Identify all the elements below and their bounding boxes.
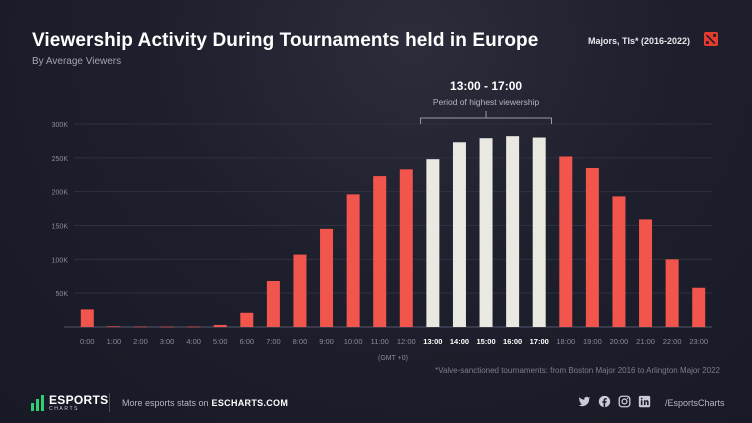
bar-000 bbox=[80, 309, 94, 327]
x-tick-label: 18:00 bbox=[556, 337, 575, 346]
brand-sub: CHARTS bbox=[49, 406, 80, 412]
instagram-icon[interactable] bbox=[618, 395, 631, 408]
x-axis-label: (GMT +0) bbox=[378, 355, 408, 362]
bar-2200 bbox=[665, 259, 679, 327]
bar-1500 bbox=[479, 138, 493, 327]
esports-charts-mark-icon bbox=[31, 395, 44, 411]
dota2-logo-icon bbox=[704, 32, 718, 46]
x-tick-label: 17:00 bbox=[530, 337, 549, 346]
bar-2100 bbox=[639, 219, 653, 327]
bar-800 bbox=[293, 254, 307, 327]
facebook-icon[interactable] bbox=[598, 395, 611, 408]
y-tick-label: 300K bbox=[52, 122, 69, 129]
bar-1200 bbox=[399, 169, 413, 327]
x-tick-label: 12:00 bbox=[397, 337, 416, 346]
bar-1100 bbox=[373, 176, 387, 327]
x-tick-label: 23:00 bbox=[689, 337, 708, 346]
x-tick-label: 9:00 bbox=[319, 337, 334, 346]
bar-1400 bbox=[452, 142, 466, 327]
x-tick-label: 16:00 bbox=[503, 337, 522, 346]
more-stats: More esports stats on ESCHARTS.COM bbox=[122, 398, 288, 408]
y-tick-label: 50K bbox=[56, 291, 69, 298]
x-tick-label: 13:00 bbox=[423, 337, 442, 346]
social-handle[interactable]: /EsportsCharts bbox=[665, 398, 725, 408]
bar-2300 bbox=[692, 287, 706, 327]
scope-label: Majors, TIs* (2016-2022) bbox=[588, 36, 691, 46]
y-tick-label: 200K bbox=[52, 190, 69, 197]
x-tick-label: 14:00 bbox=[450, 337, 469, 346]
x-tick-label: 4:00 bbox=[186, 337, 201, 346]
page-title: Viewership Activity During Tournaments h… bbox=[32, 30, 539, 51]
bar-700 bbox=[266, 280, 280, 327]
x-tick-label: 8:00 bbox=[293, 337, 308, 346]
x-tick-label: 10:00 bbox=[344, 337, 363, 346]
bar-1600 bbox=[506, 136, 520, 327]
bar-chart: 50K 100K 150K 200K 250K 300K 0:00 1:00 2:00 3:00… bbox=[52, 79, 712, 362]
bar-1800 bbox=[559, 156, 573, 327]
x-tick-label: 2:00 bbox=[133, 337, 148, 346]
highlight-bracket bbox=[420, 111, 552, 124]
bar-1300 bbox=[426, 159, 440, 327]
bar-1700 bbox=[532, 137, 546, 327]
x-tick-label: 21:00 bbox=[636, 337, 655, 346]
bar-500 bbox=[213, 324, 227, 327]
escharts-link[interactable]: ESCHARTS.COM bbox=[211, 398, 289, 408]
x-tick-label: 15:00 bbox=[476, 337, 495, 346]
x-tick-label: 22:00 bbox=[663, 337, 682, 346]
x-tick-label: 1:00 bbox=[107, 337, 122, 346]
linkedin-icon[interactable] bbox=[638, 395, 651, 408]
footer: ESPORTS CHARTS More esports stats on ESCH… bbox=[0, 384, 752, 423]
y-tick-label: 150K bbox=[52, 224, 69, 231]
bar-600 bbox=[240, 312, 254, 327]
x-tick-label: 0:00 bbox=[80, 337, 95, 346]
x-tick-label: 20:00 bbox=[610, 337, 629, 346]
twitter-icon[interactable] bbox=[578, 395, 591, 408]
bar-400 bbox=[187, 326, 201, 328]
x-tick-label: 19:00 bbox=[583, 337, 602, 346]
x-tick-label: 7:00 bbox=[266, 337, 281, 346]
x-tick-label: 5:00 bbox=[213, 337, 228, 346]
bar-1000 bbox=[346, 194, 360, 327]
social-links bbox=[578, 395, 658, 408]
bar-900 bbox=[320, 228, 334, 327]
bar-100 bbox=[107, 326, 121, 327]
highlight-caption: Period of highest viewership bbox=[433, 97, 540, 107]
footnote: *Valve-sanctioned tournaments: from Bost… bbox=[435, 366, 720, 375]
bar-300 bbox=[160, 326, 174, 328]
page-subtitle: By Average Viewers bbox=[32, 56, 122, 67]
more-stats-text: More esports stats on bbox=[122, 398, 209, 408]
y-tick-label: 100K bbox=[52, 257, 69, 264]
x-tick-label: 6:00 bbox=[239, 337, 254, 346]
bar-1900 bbox=[585, 167, 599, 327]
y-tick-label: 250K bbox=[52, 156, 69, 163]
brand-name: ESPORTS bbox=[49, 393, 109, 407]
x-tick-label: 11:00 bbox=[371, 337, 389, 346]
bar-2000 bbox=[612, 196, 626, 327]
highlight-range-label: 13:00 - 17:00 bbox=[450, 79, 522, 93]
esports-charts-logo[interactable]: ESPORTS CHARTS bbox=[31, 394, 108, 412]
footer-divider bbox=[109, 393, 110, 412]
bar-200 bbox=[133, 326, 147, 328]
x-tick-label: 3:00 bbox=[160, 337, 175, 346]
